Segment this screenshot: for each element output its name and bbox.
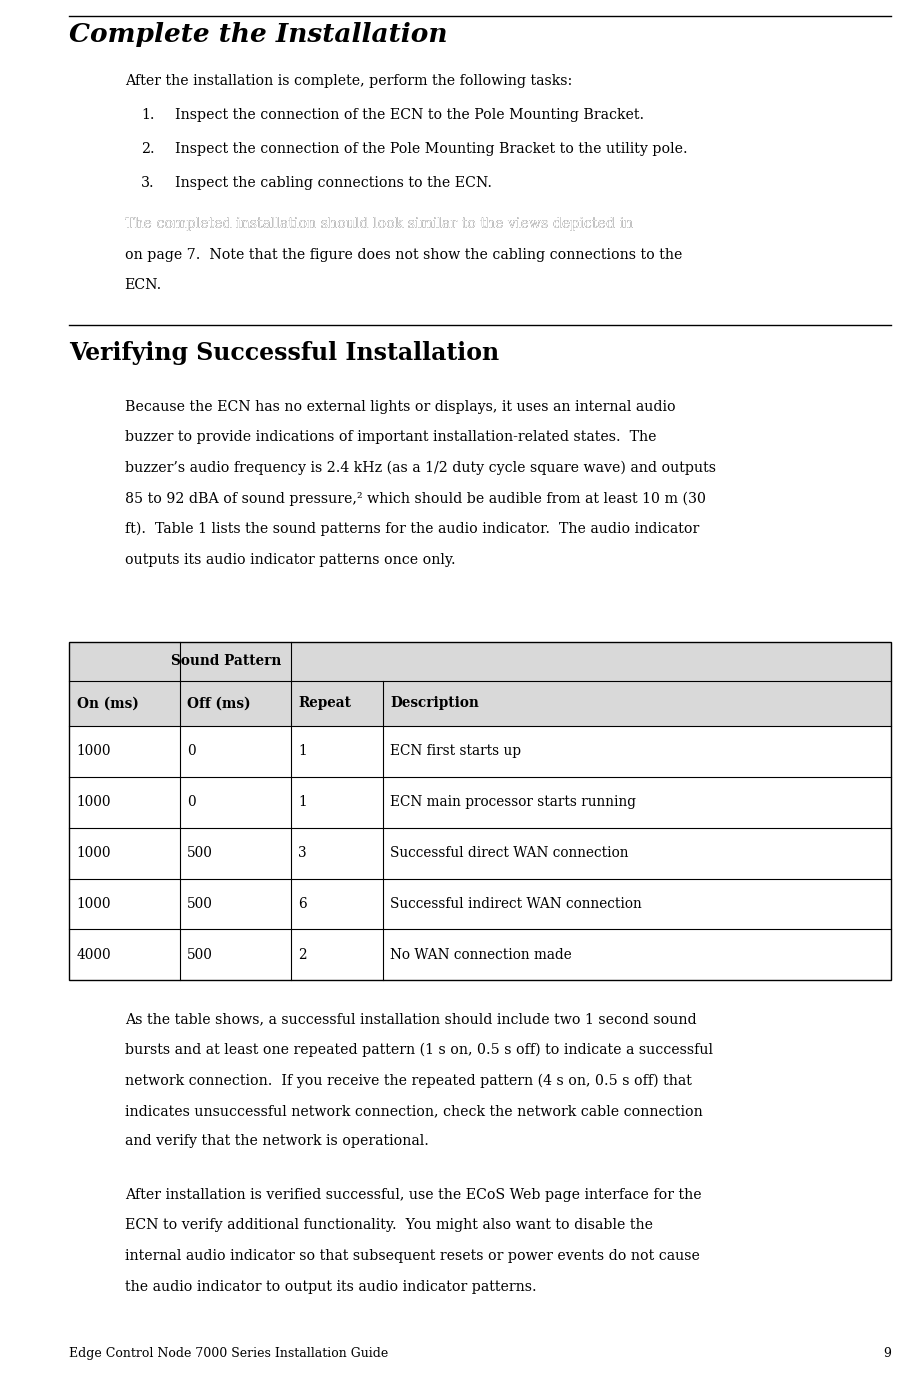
- Text: 500: 500: [187, 846, 213, 860]
- Text: 0: 0: [187, 745, 196, 758]
- Text: ECN main processor starts running: ECN main processor starts running: [390, 796, 637, 809]
- Text: Successful indirect WAN connection: Successful indirect WAN connection: [390, 897, 642, 911]
- Text: 3.: 3.: [141, 176, 155, 190]
- Text: Sound Pattern: Sound Pattern: [171, 654, 282, 669]
- Text: As the table shows, a successful installation should include two 1 second sound: As the table shows, a successful install…: [125, 1013, 696, 1026]
- Text: 2.: 2.: [141, 143, 155, 157]
- Text: 1: 1: [298, 796, 306, 809]
- Text: buzzer to provide indications of important installation-related states.  The: buzzer to provide indications of importa…: [125, 430, 656, 444]
- Text: Verifying Successful Installation: Verifying Successful Installation: [69, 341, 499, 364]
- Text: indicates unsuccessful network connection, check the network cable connection: indicates unsuccessful network connectio…: [125, 1103, 702, 1118]
- Text: Inspect the connection of the Pole Mounting Bracket to the utility pole.: Inspect the connection of the Pole Mount…: [175, 143, 688, 157]
- Text: The completed installation should look similar to the views depicted in: The completed installation should look s…: [125, 217, 637, 231]
- Text: buzzer’s audio frequency is 2.4 kHz (as a 1/2 duty cycle square wave) and output: buzzer’s audio frequency is 2.4 kHz (as …: [125, 460, 715, 475]
- Text: and verify that the network is operational.: and verify that the network is operation…: [125, 1135, 428, 1149]
- Text: 3: 3: [298, 846, 306, 860]
- Text: 0: 0: [187, 796, 196, 809]
- Text: Off (ms): Off (ms): [187, 697, 251, 710]
- Text: ECN.: ECN.: [125, 279, 162, 293]
- Text: 9: 9: [882, 1347, 891, 1359]
- Text: ECN first starts up: ECN first starts up: [390, 745, 521, 758]
- Text: 2: 2: [298, 948, 306, 962]
- Bar: [69, 878, 891, 929]
- Text: 85 to 92 dBA of sound pressure,² which should be audible from at least 10 m (30: 85 to 92 dBA of sound pressure,² which s…: [125, 492, 705, 506]
- Bar: [69, 776, 891, 827]
- Bar: [69, 929, 891, 980]
- Text: Complete the Installation: Complete the Installation: [69, 22, 448, 47]
- Text: Inspect the connection of the ECN to the Pole Mounting Bracket.: Inspect the connection of the ECN to the…: [175, 109, 644, 122]
- Bar: [69, 725, 891, 776]
- Text: 1000: 1000: [77, 846, 111, 860]
- Text: 1.: 1.: [141, 109, 155, 122]
- Text: outputs its audio indicator patterns once only.: outputs its audio indicator patterns onc…: [125, 552, 455, 566]
- Text: 500: 500: [187, 948, 213, 962]
- Text: After installation is verified successful, use the ECoS Web page interface for t: After installation is verified successfu…: [125, 1187, 701, 1202]
- Text: No WAN connection made: No WAN connection made: [390, 948, 572, 962]
- Text: Edge Control Node 7000 Series Installation Guide: Edge Control Node 7000 Series Installati…: [69, 1347, 389, 1359]
- Text: ft).  Table 1 lists the sound patterns for the audio indicator.  The audio indic: ft). Table 1 lists the sound patterns fo…: [125, 522, 699, 536]
- Text: bursts and at least one repeated pattern (1 s on, 0.5 s off) to indicate a succe: bursts and at least one repeated pattern…: [125, 1043, 713, 1057]
- Text: ECN to verify additional functionality.  You might also want to disable the: ECN to verify additional functionality. …: [125, 1219, 653, 1232]
- Text: 500: 500: [187, 897, 213, 911]
- Bar: [69, 680, 891, 725]
- Text: 1000: 1000: [77, 745, 111, 758]
- Text: on page 7.  Note that the figure does not show the cabling connections to the: on page 7. Note that the figure does not…: [125, 247, 682, 261]
- Text: Because the ECN has no external lights or displays, it uses an internal audio: Because the ECN has no external lights o…: [125, 400, 676, 414]
- Text: After the installation is complete, perform the following tasks:: After the installation is complete, perf…: [125, 74, 572, 88]
- Text: The completed installation should look similar to the views depicted in: The completed installation should look s…: [125, 217, 637, 231]
- Text: 1000: 1000: [77, 897, 111, 911]
- Text: 6: 6: [298, 897, 306, 911]
- Text: the audio indicator to output its audio indicator patterns.: the audio indicator to output its audio …: [125, 1279, 536, 1293]
- Bar: [69, 827, 891, 878]
- Text: Description: Description: [390, 697, 479, 710]
- Text: On (ms): On (ms): [77, 697, 138, 710]
- Bar: [69, 642, 891, 680]
- Text: Inspect the cabling connections to the ECN.: Inspect the cabling connections to the E…: [175, 176, 492, 190]
- Text: Successful direct WAN connection: Successful direct WAN connection: [390, 846, 629, 860]
- Text: 1000: 1000: [77, 796, 111, 809]
- Bar: [69, 642, 891, 980]
- Text: Repeat: Repeat: [298, 697, 351, 710]
- Text: internal audio indicator so that subsequent resets or power events do not cause: internal audio indicator so that subsequ…: [125, 1249, 700, 1263]
- Text: 4000: 4000: [77, 948, 112, 962]
- Text: network connection.  If you receive the repeated pattern (4 s on, 0.5 s off) tha: network connection. If you receive the r…: [125, 1073, 691, 1088]
- Text: 1: 1: [298, 745, 306, 758]
